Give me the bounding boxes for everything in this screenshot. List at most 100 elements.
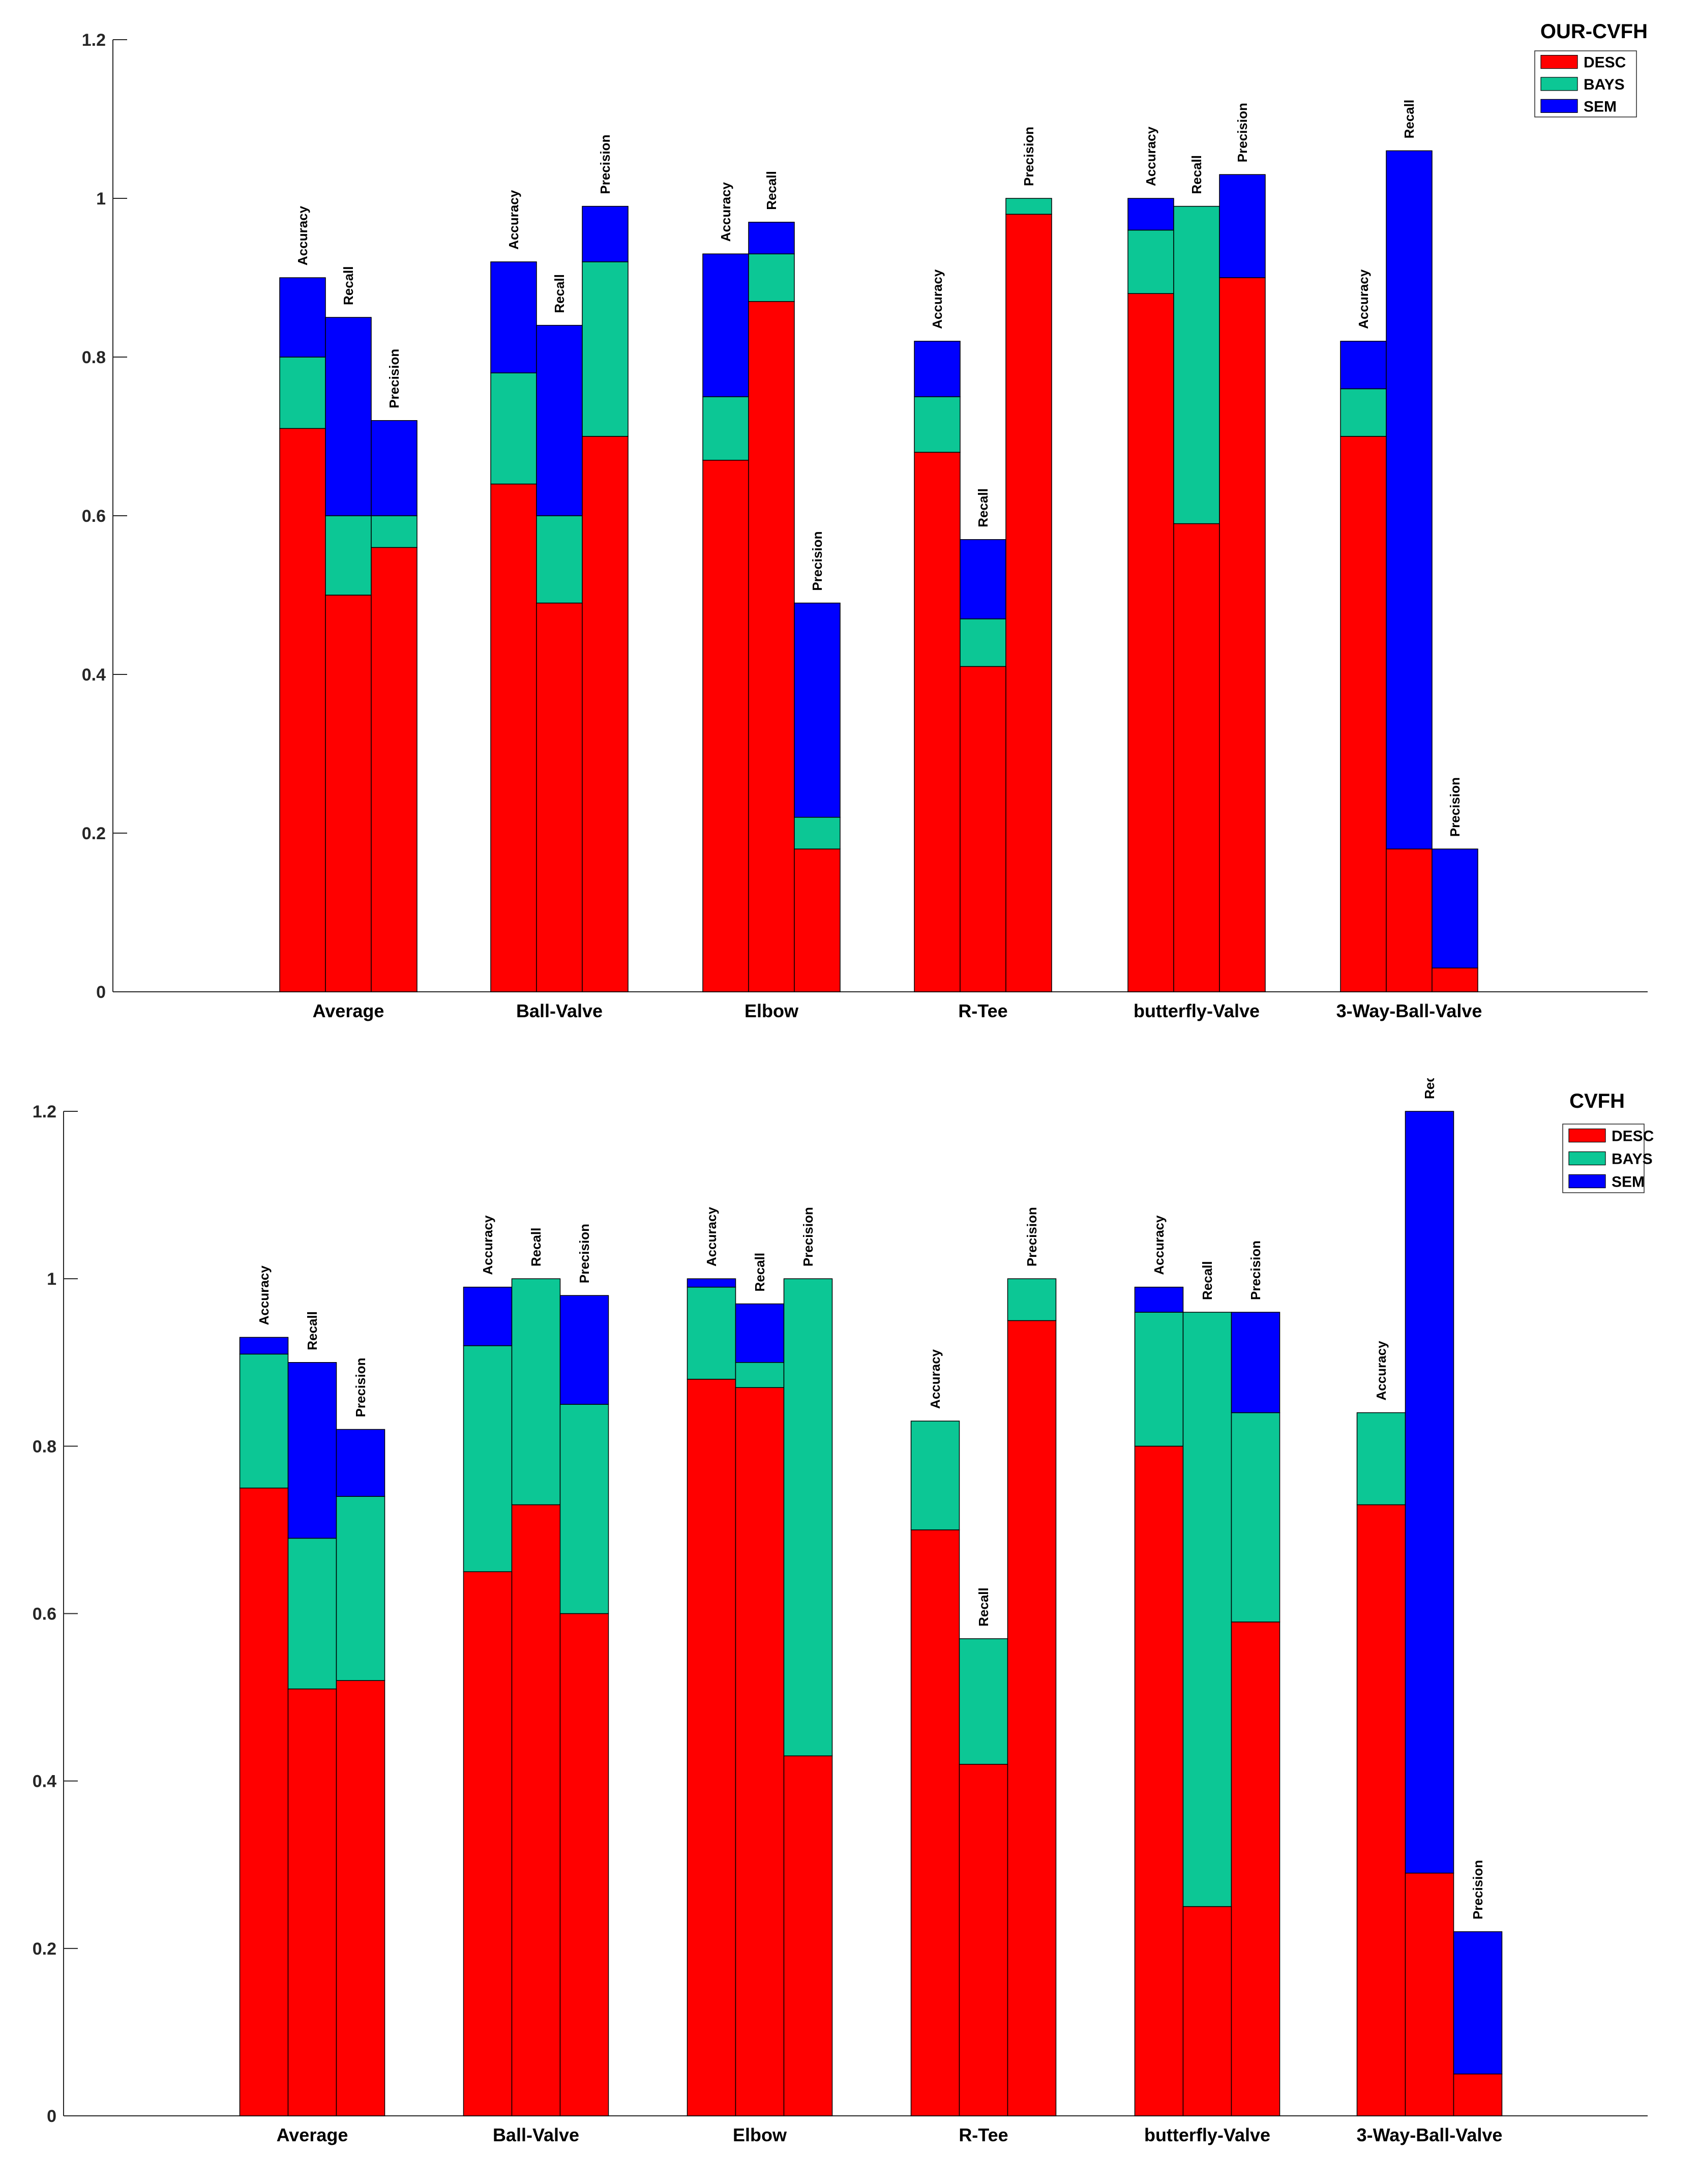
our-cvfh-category-label-ball-valve: Ball-Valve xyxy=(516,1000,603,1021)
cvfh-r-tee-accuracy-label: Accuracy xyxy=(928,1349,943,1409)
cvfh-legend-swatch-desc xyxy=(1568,1128,1606,1143)
cvfh-3-way-ball-valve-recall-desc-segment xyxy=(1405,1872,1454,2116)
cvfh-y-tick-label: 0.6 xyxy=(33,1605,56,1624)
our-cvfh-average-recall-desc-segment xyxy=(325,595,372,992)
cvfh-butterfly-valve-accuracy-bays-segment xyxy=(1134,1312,1184,1447)
cvfh-3-way-ball-valve-accuracy-label: Accuracy xyxy=(1374,1341,1389,1401)
our-cvfh-r-tee-precision-desc-segment xyxy=(1005,214,1052,992)
cvfh-elbow-recall-sem-segment xyxy=(735,1303,785,1363)
our-cvfh-category-label-r-tee: R-Tee xyxy=(958,1000,1007,1021)
our-cvfh-elbow-precision-sem-segment xyxy=(794,602,841,818)
our-cvfh-butterfly-valve-precision-sem-segment xyxy=(1219,174,1266,278)
our-cvfh-legend-swatch-desc xyxy=(1540,55,1578,69)
cvfh-elbow-precision-label: Precision xyxy=(800,1207,816,1266)
our-cvfh-average-recall-bays-segment xyxy=(325,515,372,596)
our-cvfh-butterfly-valve-precision-label: Precision xyxy=(1235,103,1250,162)
our-cvfh-elbow-accuracy-label: Accuracy xyxy=(718,182,733,242)
cvfh-ball-valve-recall-bays-segment xyxy=(511,1278,561,1506)
our-cvfh-r-tee-precision-label: Precision xyxy=(1021,127,1036,186)
our-cvfh-elbow-precision-desc-segment xyxy=(794,848,841,992)
cvfh-elbow-recall-label: Recall xyxy=(752,1253,767,1292)
cvfh-butterfly-valve-precision-desc-segment xyxy=(1231,1621,1280,2116)
our-cvfh-3-way-ball-valve-accuracy-desc-segment xyxy=(1340,436,1387,992)
cvfh-average-precision-desc-segment xyxy=(336,1680,385,2116)
our-cvfh-elbow-recall-bays-segment xyxy=(748,253,795,302)
our-cvfh-3-way-ball-valve-accuracy-sem-segment xyxy=(1340,341,1387,390)
cvfh-average-recall-desc-segment xyxy=(287,1688,337,2116)
our-cvfh-r-tee-accuracy-sem-segment xyxy=(914,341,961,397)
cvfh-ball-valve-precision-bays-segment xyxy=(559,1404,609,1614)
our-cvfh-r-tee-precision-bays-segment xyxy=(1005,198,1052,215)
cvfh-legend-label-sem: SEM xyxy=(1612,1174,1645,1191)
cvfh-average-recall-sem-segment xyxy=(287,1362,337,1539)
cvfh-elbow-accuracy-bays-segment xyxy=(687,1286,736,1380)
cvfh-elbow-recall-desc-segment xyxy=(735,1387,785,2116)
our-cvfh-average-accuracy-sem-segment xyxy=(279,277,326,358)
cvfh-r-tee-recall-label: Recall xyxy=(976,1587,991,1627)
our-cvfh-butterfly-valve-recall-desc-segment xyxy=(1173,523,1220,992)
our-cvfh-average-accuracy-bays-segment xyxy=(279,357,326,429)
cvfh-elbow-accuracy-label: Accuracy xyxy=(704,1207,719,1267)
our-cvfh-y-tick-label: 0 xyxy=(96,983,106,1002)
cvfh-ball-valve-accuracy-label: Accuracy xyxy=(480,1215,495,1275)
cvfh-chart-title: CVFH xyxy=(1569,1090,1625,1112)
cvfh-average-recall-label: Recall xyxy=(305,1311,320,1350)
our-cvfh-ball-valve-recall-desc-segment xyxy=(536,602,583,992)
our-cvfh-average-precision-label: Precision xyxy=(386,349,402,408)
our-cvfh-3-way-ball-valve-precision-label: Precision xyxy=(1447,777,1463,837)
our-cvfh-3-way-ball-valve-accuracy-label: Accuracy xyxy=(1356,269,1371,329)
cvfh-r-tee-recall-bays-segment xyxy=(959,1638,1008,1765)
cvfh-category-label-average: Average xyxy=(277,2124,348,2145)
our-cvfh-ball-valve-precision-desc-segment xyxy=(582,436,629,992)
cvfh-y-tick-label: 1.2 xyxy=(33,1102,56,1121)
our-cvfh-butterfly-valve-accuracy-desc-segment xyxy=(1127,293,1174,992)
our-cvfh-butterfly-valve-accuracy-label: Accuracy xyxy=(1143,126,1158,186)
our-cvfh-butterfly-valve-accuracy-bays-segment xyxy=(1127,229,1174,294)
our-cvfh-legend-label-bays: BAYS xyxy=(1584,76,1625,93)
our-cvfh-legend-swatch-bays xyxy=(1540,77,1578,91)
cvfh-r-tee-accuracy-bays-segment xyxy=(910,1421,960,1530)
our-cvfh-elbow-precision-label: Precision xyxy=(810,532,825,591)
cvfh-average-accuracy-desc-segment xyxy=(239,1487,289,2116)
our-cvfh-butterfly-valve-accuracy-sem-segment xyxy=(1127,198,1174,231)
cvfh-category-label-ball-valve: Ball-Valve xyxy=(493,2124,579,2145)
our-cvfh-ball-valve-accuracy-label: Accuracy xyxy=(506,190,521,250)
cvfh-average-accuracy-label: Accuracy xyxy=(256,1265,272,1325)
our-cvfh-average-precision-bays-segment xyxy=(371,515,418,548)
our-cvfh-ball-valve-precision-bays-segment xyxy=(582,261,629,437)
cvfh-r-tee-precision-desc-segment xyxy=(1007,1320,1057,2116)
our-cvfh-elbow-accuracy-sem-segment xyxy=(702,253,749,397)
our-cvfh-ball-valve-precision-sem-segment xyxy=(582,205,629,262)
cvfh-butterfly-valve-accuracy-sem-segment xyxy=(1134,1286,1184,1313)
cvfh-y-tick-label: 0.2 xyxy=(33,1939,56,1959)
cvfh-ball-valve-accuracy-desc-segment xyxy=(463,1571,513,2116)
our-cvfh-r-tee-accuracy-desc-segment xyxy=(914,452,961,992)
our-cvfh-y-tick-label: 0.6 xyxy=(82,507,106,526)
cvfh-category-label-butterfly-valve: butterfly-Valve xyxy=(1144,2124,1270,2145)
our-cvfh-r-tee-recall-sem-segment xyxy=(960,539,1006,619)
cvfh-r-tee-precision-bays-segment xyxy=(1007,1278,1057,1321)
our-cvfh-average-accuracy-label: Accuracy xyxy=(295,205,310,265)
cvfh-3-way-ball-valve-accuracy-desc-segment xyxy=(1356,1504,1406,2116)
our-cvfh-butterfly-valve-recall-bays-segment xyxy=(1173,205,1220,524)
our-cvfh-y-tick-label: 0.4 xyxy=(82,665,106,685)
our-cvfh-legend-swatch-sem xyxy=(1540,99,1578,113)
cvfh-average-precision-bays-segment xyxy=(336,1496,385,1681)
cvfh-chart: 0 0.2 0.4 0.6 0.8 1 1.2 Accuracy Recall Precision… xyxy=(33,1078,1654,2145)
our-cvfh-3-way-ball-valve-recall-sem-segment xyxy=(1386,150,1433,849)
our-cvfh-elbow-accuracy-bays-segment xyxy=(702,396,749,461)
our-cvfh-r-tee-accuracy-label: Accuracy xyxy=(930,269,945,329)
cvfh-category-label-r-tee: R-Tee xyxy=(959,2124,1008,2145)
our-cvfh-3-way-ball-valve-recall-desc-segment xyxy=(1386,848,1433,992)
our-cvfh-y-tick-label: 0.8 xyxy=(82,348,106,367)
our-cvfh-r-tee-accuracy-bays-segment xyxy=(914,396,961,453)
cvfh-y-tick-label: 0.4 xyxy=(33,1772,56,1791)
our-cvfh-butterfly-valve-precision-desc-segment xyxy=(1219,277,1266,992)
cvfh-legend-swatch-bays xyxy=(1568,1151,1606,1166)
cvfh-average-accuracy-bays-segment xyxy=(239,1353,289,1489)
cvfh-3-way-ball-valve-precision-sem-segment xyxy=(1453,1931,1503,2075)
our-cvfh-r-tee-recall-label: Recall xyxy=(975,488,991,527)
our-cvfh-chart-panel: 0 0.2 0.4 0.6 0.8 1 1.2 Accuracy Recall Precision… xyxy=(0,0,1698,1068)
our-cvfh-butterfly-valve-recall-label: Recall xyxy=(1189,155,1204,194)
cvfh-ball-valve-accuracy-bays-segment xyxy=(463,1345,513,1572)
